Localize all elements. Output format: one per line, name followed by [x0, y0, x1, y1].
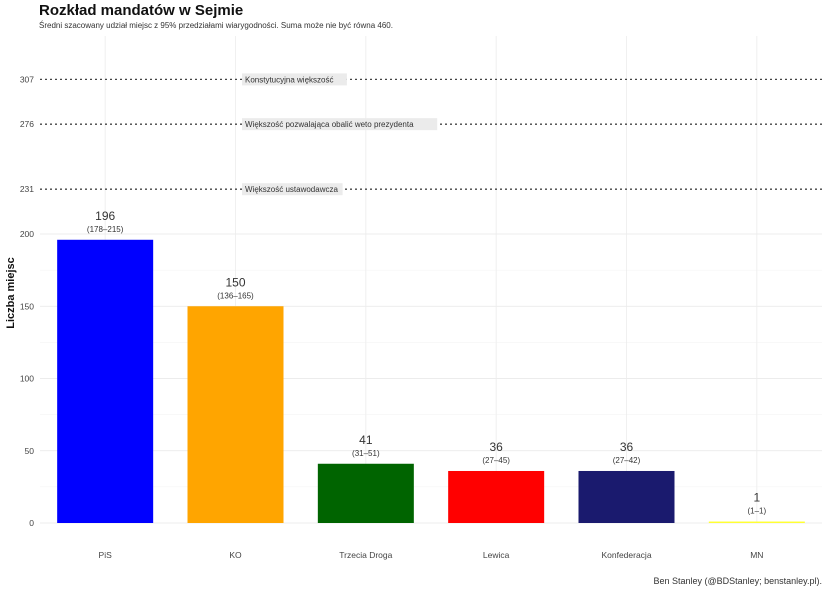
- bar-value-label: 150: [225, 275, 245, 289]
- bar-value-label: 1: [753, 491, 760, 505]
- bar-interval-label: (27–42): [613, 456, 641, 465]
- y-tick-label: 200: [20, 229, 34, 239]
- bar-interval-label: (136–165): [217, 291, 254, 300]
- reference-label-bg: [242, 73, 347, 86]
- bar: [317, 463, 414, 523]
- x-tick-label: KO: [229, 550, 242, 560]
- chart-subtitle: Średni szacowany udział miejsc z 95% prz…: [39, 21, 393, 30]
- reference-label-bg: [242, 118, 438, 131]
- bar-value-label: 36: [489, 440, 503, 454]
- y-tick-label: 0: [29, 518, 34, 528]
- y-tick-label: 307: [20, 74, 34, 84]
- chart-caption: Ben Stanley (@BDStanley; benstanley.pl).: [653, 576, 822, 586]
- chart-title: Rozkład mandatów w Sejmie: [39, 2, 244, 19]
- bar: [708, 521, 805, 523]
- bar-value-label: 196: [95, 209, 115, 223]
- x-tick-label: MN: [750, 550, 763, 560]
- x-tick-label: Lewica: [483, 550, 510, 560]
- y-tick-label: 276: [20, 119, 34, 129]
- bar-interval-label: (1–1): [747, 507, 766, 516]
- bar-value-label: 36: [620, 440, 634, 454]
- bar: [578, 470, 675, 523]
- bar: [187, 306, 284, 523]
- reference-label: Większość ustawodawcza: [245, 185, 338, 194]
- reference-label-bg: [242, 183, 343, 196]
- reference-label: Większość pozwalająca obalić weto prezyd…: [245, 120, 414, 129]
- bar-interval-label: (31–51): [352, 449, 380, 458]
- x-tick-label: Konfederacja: [601, 550, 651, 560]
- y-tick-label: 150: [20, 301, 34, 311]
- bar-interval-label: (178–215): [87, 225, 124, 234]
- y-tick-label: 100: [20, 374, 34, 384]
- y-axis-label: Liczba miejsc: [5, 257, 17, 329]
- bar: [448, 470, 545, 523]
- x-tick-label: PiS: [99, 550, 113, 560]
- y-tick-label: 50: [25, 446, 35, 456]
- reference-label: Konstytucyjna większość: [245, 75, 333, 84]
- y-tick-label: 231: [20, 184, 34, 194]
- bar-interval-label: (27–45): [482, 456, 510, 465]
- bar-value-label: 41: [359, 433, 373, 447]
- x-tick-label: Trzecia Droga: [339, 550, 392, 560]
- bar: [57, 239, 154, 523]
